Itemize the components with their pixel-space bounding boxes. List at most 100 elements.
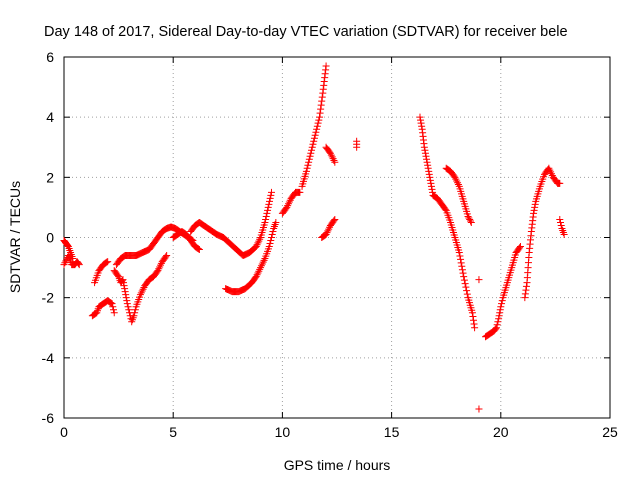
data-point [310, 134, 318, 142]
data-point [121, 288, 129, 296]
x-tick-label: 10 [275, 424, 291, 440]
data-point [313, 122, 321, 130]
data-point [556, 218, 564, 226]
data-point [265, 243, 273, 251]
data-point [131, 309, 139, 317]
data-point [417, 116, 425, 124]
data-point [331, 158, 339, 166]
data-point [103, 258, 111, 266]
data-point [314, 119, 322, 127]
data-point [262, 215, 270, 223]
data-point [353, 137, 361, 145]
data-point [420, 143, 428, 151]
x-tick-label: 15 [384, 424, 400, 440]
data-point [316, 109, 324, 117]
data-point [427, 179, 435, 187]
data-point [262, 212, 270, 220]
data-point [464, 212, 472, 220]
data-point [422, 152, 430, 160]
data-point [416, 113, 424, 121]
data-point [516, 244, 524, 252]
data-point [317, 105, 325, 113]
data-point [425, 170, 433, 178]
data-point [452, 175, 460, 183]
data-point [322, 62, 330, 70]
data-point [418, 122, 426, 130]
data-point [267, 237, 275, 245]
data-point [453, 177, 461, 185]
data-point [252, 273, 260, 281]
data-point [458, 266, 466, 274]
axis-ticks [63, 56, 611, 419]
y-tick-label: 6 [46, 49, 54, 65]
data-point [268, 230, 276, 238]
data-point [156, 263, 164, 271]
data-point [495, 315, 503, 323]
data-point [315, 116, 323, 124]
y-tick-label: 0 [46, 230, 54, 246]
data-point [140, 283, 148, 291]
data-point [470, 316, 477, 324]
data-point [459, 269, 467, 277]
data-point [122, 294, 130, 302]
data-point [308, 146, 316, 154]
data-point [498, 300, 506, 308]
data-point [465, 214, 473, 222]
data-point [461, 280, 469, 288]
data-point [284, 202, 292, 210]
data-point [470, 320, 478, 328]
data-point [310, 137, 318, 145]
data-point [457, 259, 465, 267]
data-point [264, 206, 272, 214]
data-point [267, 191, 275, 199]
data-point [253, 271, 261, 279]
data-point [495, 312, 503, 320]
data-point [460, 276, 468, 284]
data-point [122, 291, 130, 299]
data-point [560, 230, 568, 238]
data-point [125, 306, 133, 314]
data-point [130, 312, 138, 320]
data-point [426, 176, 434, 184]
data-point [110, 309, 118, 317]
data-point [110, 306, 118, 314]
data-point [516, 243, 524, 251]
data-point [316, 113, 324, 121]
data-point [463, 290, 471, 298]
data-point [428, 185, 436, 193]
data-point [547, 168, 555, 176]
data-point [458, 262, 466, 270]
data-point [330, 156, 338, 164]
y-tick-label: -2 [42, 290, 55, 306]
data-point [466, 215, 474, 223]
data-point [153, 268, 161, 276]
data-point [322, 230, 330, 238]
data-point [329, 155, 337, 163]
data-point [256, 235, 264, 243]
data-point [108, 300, 116, 308]
data-point [547, 170, 555, 178]
data-point [471, 324, 479, 332]
data-point [259, 258, 267, 266]
data-point [463, 287, 471, 295]
data-point [326, 148, 334, 156]
data-point [467, 218, 475, 226]
data-point [304, 161, 312, 169]
data-point [496, 306, 504, 314]
data-point [163, 252, 171, 260]
data-point [195, 245, 203, 253]
data-point [252, 243, 260, 251]
data-point [120, 279, 128, 287]
data-point [102, 259, 110, 267]
data-point [109, 303, 117, 311]
data-point [253, 241, 261, 249]
data-point [285, 200, 293, 208]
data-point [556, 215, 564, 223]
data-point [423, 155, 431, 163]
data-point [155, 265, 163, 273]
data-point [124, 303, 132, 311]
data-point [255, 237, 263, 245]
data-point [313, 125, 321, 133]
data-point [318, 97, 326, 105]
data-point [296, 188, 304, 196]
